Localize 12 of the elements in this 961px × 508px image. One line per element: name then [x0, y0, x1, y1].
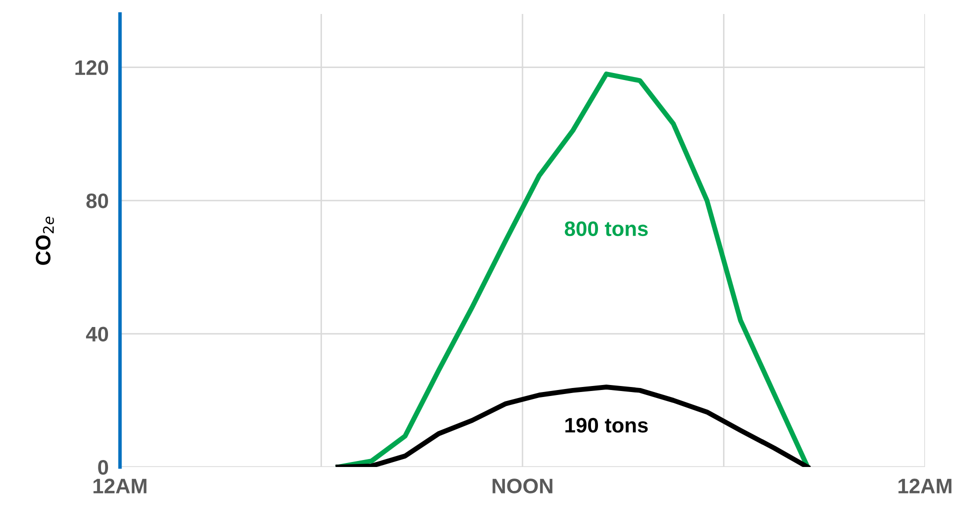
text: 800 tons	[564, 221, 648, 236]
y-tick-label: 40	[86, 326, 108, 342]
series-label: 190 tons	[565, 418, 648, 433]
x-tick-label: NOON	[492, 478, 552, 494]
x-tick-label: 12AM	[94, 478, 146, 494]
y-tick-label: 80	[86, 194, 108, 208]
line-series	[336, 72, 810, 467]
y-axis-title: CO$_{2e}$	[36, 216, 54, 265]
y-tick-label: 120	[75, 60, 108, 76]
line-series	[336, 384, 810, 467]
x-tick-label: 12AM	[898, 478, 952, 494]
y-tick-label: 0	[98, 460, 108, 475]
